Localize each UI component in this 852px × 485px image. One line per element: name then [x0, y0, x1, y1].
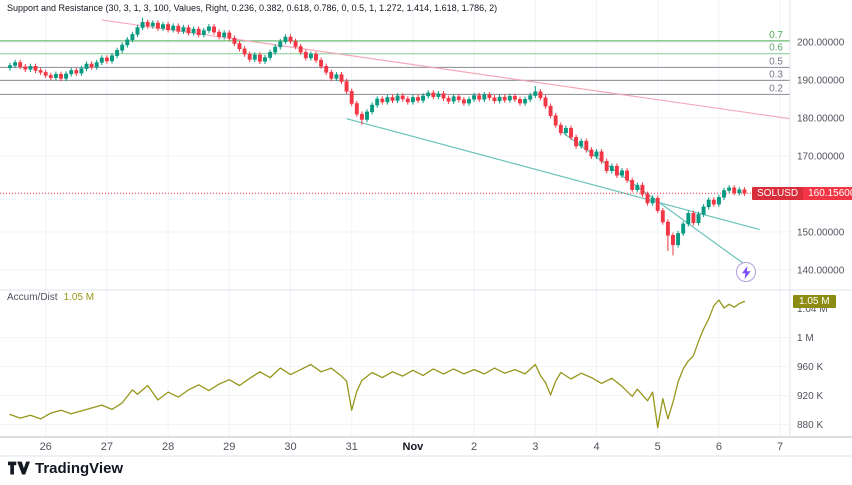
svg-text:31: 31: [346, 441, 358, 453]
accumdist-value-badge: 1.05 M: [793, 295, 836, 308]
accumdist-value: 1.05 M: [63, 292, 95, 303]
tradingview-logo-mark: [8, 461, 30, 475]
svg-text:7: 7: [777, 441, 783, 453]
svg-text:0.7: 0.7: [769, 30, 783, 41]
svg-text:0.3: 0.3: [769, 69, 783, 80]
svg-text:0.6: 0.6: [769, 43, 783, 54]
svg-text:0.2: 0.2: [769, 83, 783, 94]
tradingview-logo-text: TradingView: [35, 460, 124, 477]
svg-text:27: 27: [101, 441, 113, 453]
svg-text:29: 29: [223, 441, 235, 453]
svg-text:200.00000: 200.00000: [797, 37, 845, 48]
svg-text:26: 26: [40, 441, 52, 453]
svg-text:1.04 M: 1.04 M: [797, 304, 828, 315]
tradingview-logo[interactable]: TradingView: [8, 460, 123, 477]
svg-text:0.5: 0.5: [769, 56, 783, 67]
svg-text:180.00000: 180.00000: [797, 113, 845, 124]
svg-text:4: 4: [593, 441, 599, 453]
svg-text:170.00000: 170.00000: [797, 151, 845, 162]
svg-text:28: 28: [162, 441, 174, 453]
accumdist-label: Accum/Dist: [7, 292, 58, 303]
svg-text:Nov: Nov: [403, 441, 425, 453]
svg-text:190.00000: 190.00000: [797, 75, 845, 86]
svg-text:30: 30: [284, 441, 296, 453]
svg-text:5: 5: [655, 441, 661, 453]
svg-text:880 K: 880 K: [797, 420, 823, 431]
symbol-label: SOLUSD: [752, 187, 804, 200]
lightning-icon[interactable]: [736, 262, 756, 282]
svg-text:2: 2: [471, 441, 477, 453]
svg-text:6: 6: [716, 441, 722, 453]
accumdist-title[interactable]: Accum/Dist 1.05 M: [7, 292, 94, 303]
last-price-badge: SOLUSD 160.15600: [752, 187, 852, 200]
svg-text:1 M: 1 M: [797, 333, 814, 344]
svg-text:140.00000: 140.00000: [797, 265, 845, 276]
svg-text:3: 3: [532, 441, 538, 453]
svg-text:960 K: 960 K: [797, 362, 823, 373]
svg-text:150.00000: 150.00000: [797, 227, 845, 238]
svg-text:920 K: 920 K: [797, 391, 823, 402]
indicator-title[interactable]: Support and Resistance (30, 3, 1, 3, 100…: [7, 3, 498, 13]
lightning-bolt-glyph: [741, 265, 751, 279]
last-price-value: 160.15600: [803, 187, 852, 200]
